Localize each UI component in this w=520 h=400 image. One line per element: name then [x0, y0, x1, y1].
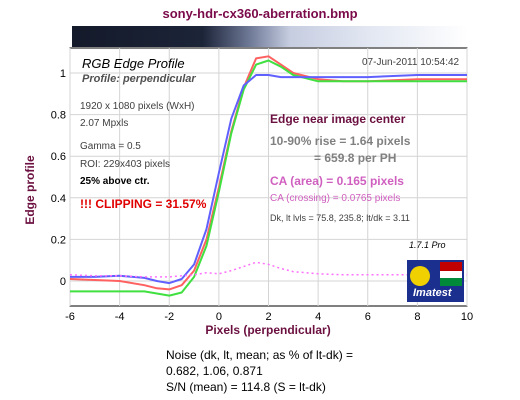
noise-line-3: S/N (mean) = 114.8 (S = lt-dk)	[166, 380, 326, 394]
levels-readout: Dk, lt lvls = 75.8, 235.8; lt/dk = 3.11	[270, 213, 410, 223]
y-tick-label: 0.6	[51, 151, 66, 163]
y-axis-label: Edge profile	[23, 155, 37, 225]
logo-label: Imatest	[413, 287, 452, 299]
y-tick-label: 1	[60, 68, 66, 80]
x-tick-label: 6	[365, 311, 371, 323]
series-line-green	[70, 59, 467, 297]
x-axis-label: Pixels (perpendicular)	[205, 323, 331, 337]
imatest-logo	[407, 260, 464, 302]
x-tick-label: -6	[65, 311, 75, 323]
x-tick-label: 2	[265, 311, 271, 323]
y-tick-label: 0.2	[51, 234, 66, 246]
rise-pixels: 10-90% rise = 1.64 pixels	[270, 134, 411, 148]
chart-subtitle: Profile: perpendicular	[82, 73, 196, 85]
version-label: 1.7.1 Pro	[409, 240, 446, 250]
clipping-warning: !!! CLIPPING = 31.57%	[80, 197, 207, 211]
chart-title: RGB Edge Profile	[82, 56, 185, 71]
timestamp: 07-Jun-2011 10:54:42	[362, 57, 460, 68]
y-tick-label: 0	[60, 276, 66, 288]
edge-location-heading: Edge near image center	[270, 112, 406, 126]
x-tick-label: 4	[315, 311, 321, 323]
noise-line-1: Noise (dk, lt, mean; as % of lt-dk) =	[166, 348, 354, 362]
edge-image-strip	[72, 26, 468, 47]
info-size: 1920 x 1080 pixels (WxH)	[80, 101, 195, 112]
x-tick-label: 0	[216, 311, 222, 323]
y-tick-label: 0.8	[51, 110, 66, 122]
file-title: sony-hdr-cx360-aberration.bmp	[162, 6, 358, 21]
rise-per-ph: = 659.8 per PH	[314, 151, 397, 165]
x-tick-label: 10	[461, 311, 473, 323]
info-roi: ROI: 229x403 pixels	[80, 159, 171, 170]
ca-crossing: CA (crossing) = 0.0765 pixels	[270, 193, 401, 204]
series-line-blue	[70, 74, 467, 285]
info-above: 25% above ctr.	[80, 176, 150, 187]
info-gamma: Gamma = 0.5	[80, 141, 141, 152]
y-tick-label: 0.4	[51, 193, 66, 205]
series-line-difference	[69, 261, 467, 278]
x-tick-label: -2	[164, 311, 174, 323]
x-tick-label: 8	[414, 311, 420, 323]
x-tick-label: -4	[115, 311, 125, 323]
ca-area: CA (area) = 0.165 pixels	[270, 174, 404, 188]
noise-line-2: 0.682, 1.06, 0.871	[166, 364, 263, 378]
info-mpxls: 2.07 Mpxls	[80, 118, 129, 129]
